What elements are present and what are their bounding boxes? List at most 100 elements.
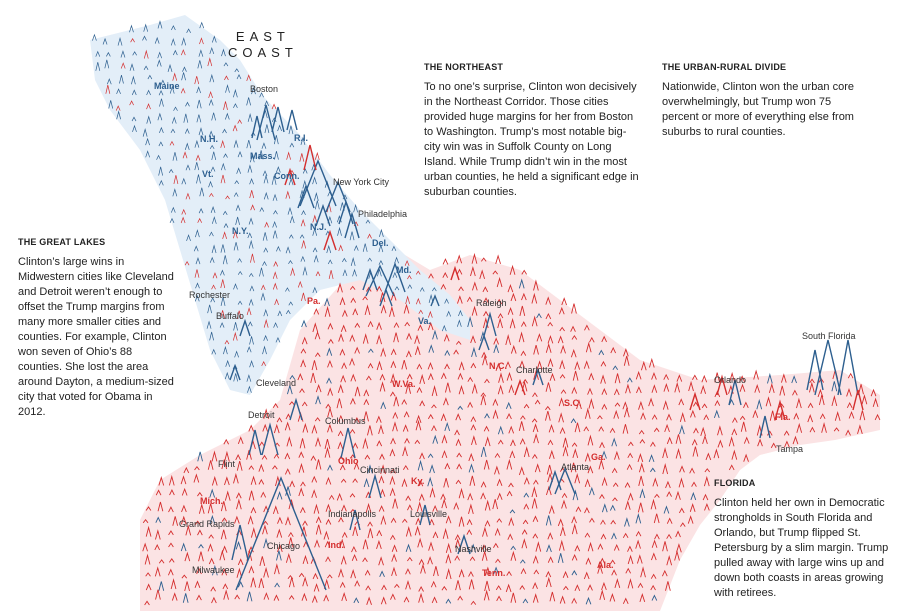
- county-spike: [259, 267, 264, 277]
- city-label-buffalo: Buffalo: [216, 311, 244, 321]
- county-spike: [430, 294, 440, 307]
- county-spike: [614, 578, 621, 588]
- county-spike: [428, 541, 434, 551]
- county-spike: [674, 381, 681, 393]
- county-spike: [599, 441, 605, 448]
- county-spike: [546, 544, 552, 553]
- county-spike: [390, 391, 396, 397]
- county-spike: [223, 101, 228, 110]
- county-spike: [563, 585, 569, 591]
- county-spike: [350, 297, 357, 303]
- county-spike: [663, 383, 670, 392]
- county-spike: [572, 448, 579, 458]
- county-spike: [533, 479, 539, 485]
- county-spike: [701, 403, 708, 409]
- county-spike: [454, 534, 461, 541]
- county-spike: [337, 282, 343, 293]
- county-spike: [401, 478, 408, 487]
- county-spike: [653, 427, 660, 432]
- county-spike: [314, 192, 319, 201]
- county-spike: [507, 533, 514, 540]
- county-spike: [562, 570, 569, 578]
- county-spike: [211, 596, 217, 604]
- county-spike: [809, 381, 815, 393]
- county-spike: [144, 553, 151, 565]
- county-spike: [275, 166, 281, 173]
- county-spike: [653, 513, 660, 524]
- county-spike: [650, 441, 656, 447]
- county-spike: [223, 153, 228, 158]
- county-spike: [874, 413, 881, 421]
- county-spike: [417, 459, 424, 471]
- county-spike: [479, 269, 485, 279]
- county-spike: [339, 538, 346, 549]
- county-spike: [132, 124, 137, 133]
- county-spike: [455, 340, 462, 345]
- county-spike: [753, 369, 759, 380]
- county-spike: [480, 492, 486, 500]
- county-spike: [407, 284, 413, 289]
- county-spike: [199, 37, 204, 45]
- county-spike: [626, 463, 633, 470]
- county-spike: [559, 359, 565, 369]
- county-spike: [288, 577, 295, 588]
- county-spike: [468, 452, 475, 462]
- county-spike: [402, 518, 408, 523]
- county-spike: [337, 441, 344, 450]
- county-spike: [406, 350, 412, 358]
- county-spike: [207, 57, 213, 67]
- county-spike: [169, 488, 175, 496]
- county-spike: [262, 260, 267, 266]
- county-spike: [414, 345, 421, 355]
- county-spike: [365, 585, 371, 591]
- county-spike: [662, 541, 668, 552]
- county-spike: [509, 264, 516, 275]
- county-spike: [146, 115, 152, 124]
- county-spike: [233, 283, 238, 290]
- county-spike: [376, 360, 383, 371]
- county-spike: [363, 398, 370, 405]
- county-spike: [562, 437, 569, 448]
- county-spike: [496, 478, 503, 487]
- county-spike: [225, 84, 230, 93]
- city-label-nashville: Nashville: [455, 544, 492, 554]
- county-spike: [419, 452, 425, 460]
- county-spike: [432, 329, 438, 340]
- county-spike: [427, 321, 434, 331]
- county-spike: [648, 357, 655, 368]
- county-spike: [848, 410, 855, 419]
- county-spike: [272, 282, 278, 290]
- state-label-del: Del.: [372, 238, 389, 248]
- county-spike: [246, 591, 253, 602]
- county-spike: [194, 294, 200, 302]
- county-spike: [233, 88, 238, 98]
- county-spike: [160, 79, 166, 86]
- county-spike: [379, 288, 393, 307]
- county-spike: [168, 168, 174, 173]
- county-spike: [627, 492, 634, 501]
- county-spike: [831, 381, 838, 392]
- county-spike: [233, 242, 239, 251]
- county-spike: [466, 518, 473, 525]
- state-label-ga: Ga.: [591, 452, 606, 462]
- county-spike: [338, 414, 344, 422]
- county-spike: [381, 584, 387, 591]
- county-spike: [224, 112, 230, 120]
- county-spike: [793, 412, 800, 420]
- county-spike: [260, 491, 267, 498]
- county-spike: [533, 279, 539, 291]
- county-spike: [440, 493, 446, 500]
- county-spike: [207, 460, 214, 470]
- county-spike: [470, 424, 477, 431]
- county-spike: [158, 141, 164, 147]
- county-spike: [315, 203, 331, 227]
- county-spike: [129, 63, 135, 71]
- county-spike: [367, 320, 374, 327]
- county-spike: [846, 387, 852, 397]
- county-spike: [154, 544, 161, 551]
- county-spike: [432, 504, 438, 512]
- county-spike: [493, 566, 499, 575]
- county-spike: [774, 399, 786, 421]
- county-spike: [311, 424, 318, 434]
- county-spike: [131, 75, 136, 85]
